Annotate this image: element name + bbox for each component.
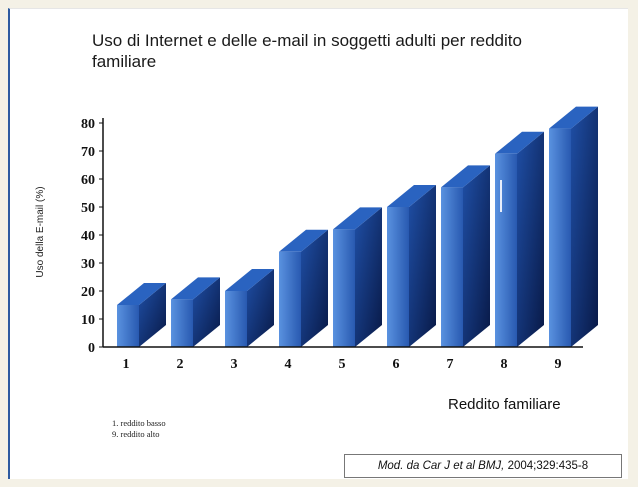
bar-top: [387, 185, 436, 207]
bar-side: [247, 269, 274, 347]
x-tick-label: 7: [447, 357, 454, 372]
bar-top: [117, 283, 166, 305]
bar-front: [171, 299, 193, 347]
x-tick-label: 9: [555, 357, 562, 372]
bar-side: [571, 106, 598, 347]
x-ticks-group: 1 2 3 4 5 6 7 8 9: [123, 357, 562, 372]
legend-item-low: 1. reddito basso: [112, 418, 166, 428]
y-tick-label: 80: [81, 117, 95, 132]
bar-side: [517, 131, 544, 347]
y-tick-label: 0: [88, 341, 95, 356]
bar-side: [409, 185, 436, 347]
bar-4: [279, 229, 328, 347]
bar-front: [387, 207, 409, 347]
bar-9: [549, 106, 598, 347]
x-tick-label: 8: [501, 357, 508, 372]
bar-front: [279, 251, 301, 347]
legend: 1. reddito basso 9. reddito alto: [112, 418, 166, 440]
bar-7: [441, 165, 490, 347]
bar-2: [171, 277, 220, 347]
bar-side: [463, 165, 490, 347]
x-axis-label: Reddito familiare: [448, 396, 561, 413]
bar-front: [117, 305, 139, 347]
y-tick-label: 40: [81, 229, 95, 244]
x-tick-label: 6: [393, 357, 400, 372]
bar-side: [355, 207, 382, 347]
x-tick-label: 1: [123, 357, 130, 372]
y-axis-label: Uso della E-mail (%): [35, 186, 46, 277]
bar-3: [225, 269, 274, 347]
bar-side: [193, 277, 220, 347]
y-tick-label: 50: [81, 201, 95, 216]
citation-box: Mod. da Car J et al BMJ, 2004;329:435-8: [344, 454, 622, 478]
bar-front: [225, 291, 247, 347]
y-tick-label: 60: [81, 173, 95, 188]
x-tick-label: 2: [177, 357, 184, 372]
legend-item-high: 9. reddito alto: [112, 429, 160, 439]
bar-6: [387, 185, 436, 347]
y-tick-label: 10: [81, 313, 95, 328]
bar-top: [171, 277, 220, 300]
bar-top: [441, 165, 490, 188]
bar-top: [333, 207, 382, 230]
y-tick-label: 20: [81, 285, 95, 300]
bar-top: [225, 269, 274, 291]
bar-highlight-mark: [500, 180, 502, 212]
y-tick-label: 30: [81, 257, 95, 272]
bar-1: [117, 283, 166, 347]
bar-front: [549, 128, 571, 347]
bar-top: [279, 229, 328, 252]
x-tick-label: 4: [285, 357, 292, 372]
x-tick-label: 3: [231, 357, 238, 372]
bars-group: [117, 106, 598, 347]
citation-authors: Mod. da Car J et al BMJ,: [377, 460, 505, 472]
y-ticks-group: 0 10 20 30 40 50 60 70 80: [81, 117, 103, 356]
bar-8: [495, 131, 544, 347]
bar-front: [333, 229, 355, 347]
bar-top: [549, 106, 598, 129]
chart-title-line-2: familiare: [92, 52, 157, 71]
bar-side: [139, 283, 166, 347]
chart-title-line-1: Uso di Internet e delle e-mail in sogget…: [92, 31, 522, 50]
bar-front: [441, 187, 463, 347]
chart-title: Uso di Internet e delle e-mail in sogget…: [92, 30, 612, 72]
bar-5: [333, 207, 382, 347]
x-tick-label: 5: [339, 357, 346, 372]
bar-side: [301, 229, 328, 347]
bar-front: [495, 153, 517, 347]
bar-top: [495, 131, 544, 154]
y-tick-label: 70: [81, 145, 95, 160]
citation-ref: 2004;329:435-8: [504, 460, 589, 472]
